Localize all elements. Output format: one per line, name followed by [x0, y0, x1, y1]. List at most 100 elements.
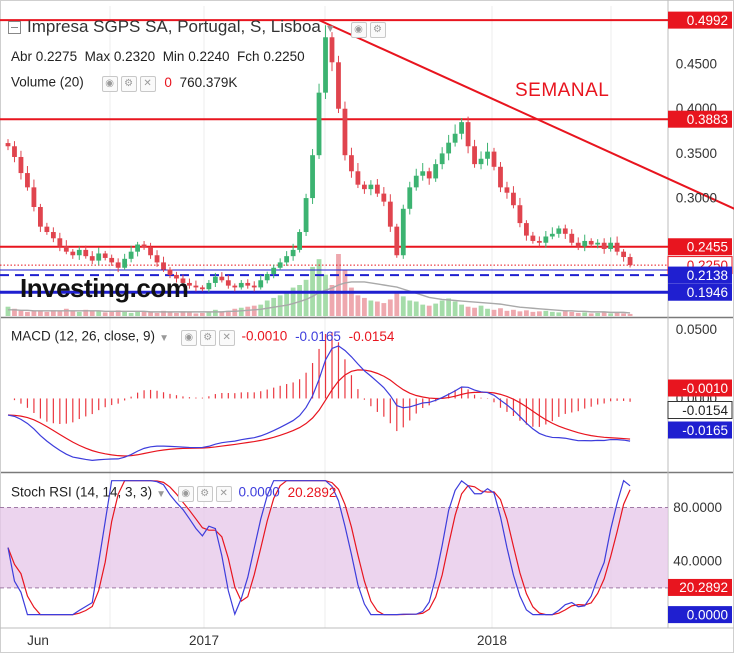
chevron-down-icon[interactable]: ▼	[159, 332, 169, 344]
candle-body	[193, 285, 199, 288]
volume-bar	[472, 307, 477, 316]
volume-bar	[38, 311, 43, 316]
macd-header: MACD (12, 26, close, 9) ▼ ◉ ⚙ ✕ -0.0010 -0.…	[11, 328, 394, 346]
stoch-label: Stoch RSI (14, 14, 3, 3)	[11, 484, 153, 500]
stoch-price-label: 20.2892	[679, 580, 728, 595]
volume-bar	[303, 279, 309, 316]
trendline	[318, 19, 734, 210]
candle-body	[452, 133, 458, 143]
volume-bar	[627, 313, 633, 316]
volume-bar	[96, 310, 102, 316]
chevron-down-icon[interactable]: ▼	[324, 23, 336, 35]
ohlc-close-label: Fch	[237, 49, 260, 64]
candle-body	[135, 244, 140, 252]
volume-bar	[122, 311, 128, 316]
candle-body	[420, 171, 426, 176]
volume-bar	[420, 304, 426, 316]
volume-bar	[148, 312, 153, 316]
volume-bar	[323, 274, 328, 316]
gear-icon[interactable]: ⚙	[369, 22, 386, 39]
macd-line	[7, 345, 631, 461]
price-label: 0.2455	[687, 240, 728, 255]
candle-body	[608, 242, 614, 249]
candle-body	[400, 208, 406, 256]
volume-bar	[446, 298, 452, 316]
candle-body	[336, 62, 341, 109]
volume-bar	[212, 309, 218, 316]
candle-body	[161, 262, 166, 270]
volume-bar	[89, 311, 95, 316]
volume-bar	[31, 310, 37, 316]
candle-body	[206, 282, 212, 290]
gear-icon[interactable]: ⚙	[120, 76, 137, 92]
candle-body	[89, 256, 95, 261]
volume-bar	[154, 312, 160, 316]
collapse-icon[interactable]	[8, 21, 21, 35]
candle-body	[498, 166, 503, 188]
macd-hist-readout: -0.0010	[241, 328, 288, 344]
candle-body	[63, 246, 69, 252]
candle-body	[549, 233, 555, 237]
volume-bar	[387, 299, 393, 316]
volume-bar	[465, 306, 471, 316]
eye-icon[interactable]: ◉	[180, 330, 197, 346]
candle-body	[12, 146, 17, 157]
candle-body	[569, 233, 575, 243]
chart-title: Impresa SGPS SA, Portugal, S, Lisboa	[27, 17, 321, 36]
macd-price-label-box	[668, 421, 732, 439]
volume-bar	[478, 305, 484, 316]
volume-bar	[556, 312, 562, 316]
volume-bar	[167, 311, 173, 316]
gear-icon[interactable]: ⚙	[199, 330, 216, 346]
price-label: 0.4992	[687, 13, 728, 28]
axes: 0.45000.40000.35000.30000.49920.38830.24…	[27, 11, 733, 648]
candle-body	[323, 37, 328, 93]
volume-bar	[504, 310, 510, 316]
volume-bar	[368, 300, 374, 316]
volume-bar	[498, 308, 503, 316]
eye-icon[interactable]: ◉	[350, 22, 367, 39]
candle-body	[297, 232, 302, 250]
macd-signal-line	[7, 369, 631, 457]
candle-body	[187, 282, 192, 286]
volume-bar	[50, 310, 56, 316]
volume-bar	[25, 311, 30, 316]
candle-body	[374, 184, 380, 194]
eye-icon[interactable]: ◉	[101, 76, 118, 92]
candle-body	[355, 171, 361, 185]
candle-body	[433, 164, 439, 179]
gear-icon[interactable]: ⚙	[196, 486, 213, 502]
time-axis-tick-label: 2018	[477, 633, 507, 648]
candle-body	[128, 251, 134, 259]
macd-line-readout: -0.0165	[295, 328, 341, 344]
candle-body	[472, 146, 477, 165]
close-icon[interactable]: ✕	[139, 76, 156, 92]
candle-body	[264, 274, 270, 281]
candle-body	[627, 257, 633, 266]
candle-body	[426, 171, 432, 179]
ohlc-high-label: Max	[84, 49, 111, 64]
candle-body	[180, 278, 186, 283]
macd-label: MACD (12, 26, close, 9)	[11, 328, 156, 344]
volume-bar	[76, 311, 82, 316]
close-icon[interactable]: ✕	[215, 486, 232, 502]
eye-icon[interactable]: ◉	[177, 486, 194, 502]
close-icon[interactable]: ✕	[218, 330, 235, 346]
volume-bar	[141, 311, 147, 316]
candle-body	[31, 187, 37, 208]
ohlc-open-value: 0.2275	[35, 49, 78, 64]
volume-controls: ◉ ⚙ ✕	[101, 74, 159, 92]
volume-bar	[284, 291, 290, 316]
price-axis-tick-label: 0.4500	[676, 57, 717, 72]
macd-price-label-box	[667, 401, 733, 419]
chevron-down-icon[interactable]: ▼	[156, 488, 166, 500]
volume-bar	[491, 309, 497, 316]
candle-body	[368, 184, 374, 190]
candle-body	[38, 207, 43, 227]
volume-bar	[374, 301, 380, 316]
volume-bar	[161, 310, 166, 316]
candle-body	[122, 258, 128, 268]
candle-body	[511, 192, 516, 206]
